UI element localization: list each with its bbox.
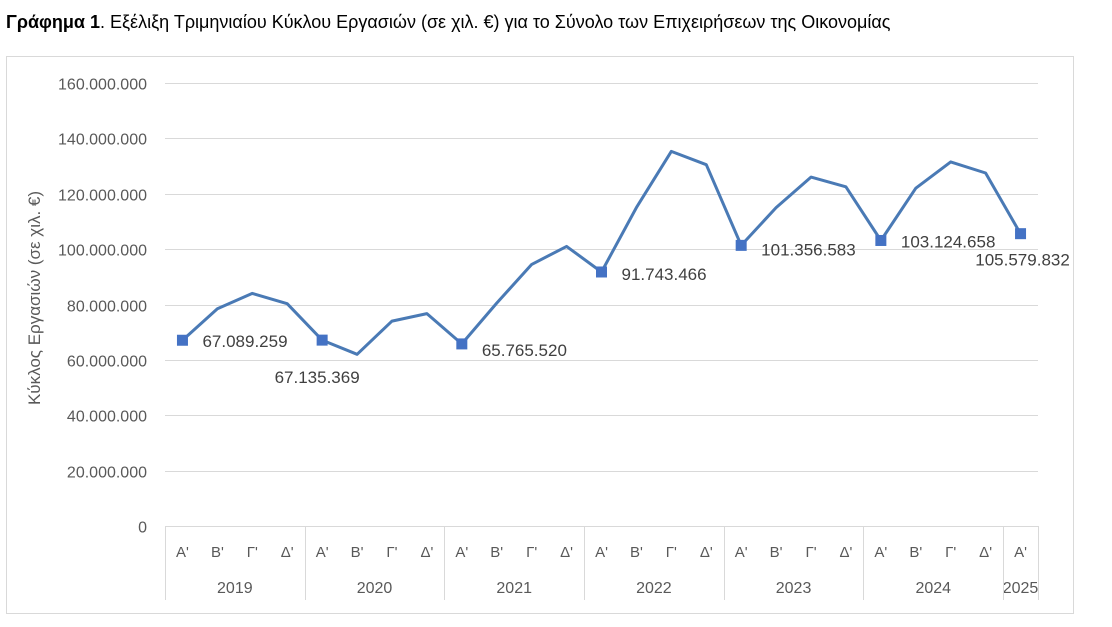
- y-tick-label: 60.000.000: [67, 354, 147, 371]
- y-tick-label: 80.000.000: [67, 299, 147, 316]
- data-label: 65.765.520: [482, 341, 567, 360]
- x-tick-label: Δ': [420, 544, 433, 561]
- x-tick-label: Α': [455, 544, 468, 561]
- data-label: 67.089.259: [202, 332, 287, 351]
- data-point-marker: [596, 266, 607, 278]
- x-axis: Α' Β' Γ' Δ' 2019 Α' Β' Γ' Δ' 2020 Α' Β' Γ' Δ' 2021 Α' Β'…: [165, 526, 1039, 600]
- x-tick-label: Α': [735, 544, 748, 561]
- x-tick-label: Γ': [386, 544, 397, 561]
- y-tick-label: 40.000.000: [67, 409, 147, 426]
- data-point-marker: [735, 239, 747, 251]
- data-label: 91.743.466: [622, 265, 707, 284]
- year-label: 2020: [357, 580, 393, 597]
- x-tick-label: Α': [874, 544, 887, 561]
- year-label: 2022: [636, 580, 672, 597]
- x-tick-label: Α': [316, 544, 329, 561]
- data-point-marker: [176, 334, 188, 346]
- series-line: [181, 149, 1022, 356]
- caption-text: . Εξέλιξη Τριμηνιαίου Κύκλου Εργασιών (σ…: [99, 12, 891, 32]
- y-axis: 0 20.000.000 40.000.000 60.000.000 80.000.00…: [58, 77, 147, 537]
- year-label: 2021: [496, 580, 532, 597]
- x-tick-label: Β': [211, 544, 224, 561]
- x-tick-label: Α': [595, 544, 608, 561]
- year-label: 2019: [217, 580, 253, 597]
- chart-caption: Γράφημα 1. Εξέλιξη Τριμηνιαίου Κύκλου Ερ…: [6, 12, 890, 33]
- y-axis-title: Κύκλος Εργασιών (σε χιλ. €): [25, 191, 44, 405]
- caption-number: Γράφημα 1: [6, 12, 100, 32]
- x-tick-label: Γ': [945, 544, 956, 561]
- x-tick-label: Α': [176, 544, 189, 561]
- y-tick-label: 20.000.000: [67, 465, 147, 482]
- series-turnover: [176, 149, 1027, 356]
- year-label: 2023: [776, 580, 812, 597]
- data-labels: 67.089.259 67.135.369 65.765.520 91.743.466…: [202, 232, 1069, 387]
- year-label: 2024: [915, 580, 951, 597]
- x-tick-label: Β': [909, 544, 922, 561]
- x-tick-label: Β': [770, 544, 783, 561]
- x-tick-label: Δ': [560, 544, 573, 561]
- x-tick-label: Δ': [700, 544, 713, 561]
- data-point-marker: [875, 234, 887, 246]
- data-point-marker: [1015, 228, 1027, 240]
- y-tick-label: 120.000.000: [58, 188, 147, 205]
- gridlines: [165, 83, 1038, 527]
- y-tick-label: 100.000.000: [58, 243, 147, 260]
- x-tick-label: Δ': [979, 544, 992, 561]
- data-label: 105.579.832: [975, 251, 1070, 270]
- x-tick-label: Γ': [247, 544, 258, 561]
- x-tick-label: Γ': [805, 544, 816, 561]
- data-point-marker: [456, 338, 468, 350]
- data-label: 103.124.658: [901, 232, 996, 251]
- x-tick-label: Β': [490, 544, 503, 561]
- x-tick-label: Δ': [281, 544, 294, 561]
- x-tick-label: Β': [351, 544, 364, 561]
- x-tick-label: Δ': [839, 544, 852, 561]
- x-tick-label: Α': [1014, 544, 1027, 561]
- year-label: 2025: [1003, 580, 1039, 597]
- x-tick-label: Γ': [526, 544, 537, 561]
- x-tick-label: Β': [630, 544, 643, 561]
- chart-frame: [6, 56, 1074, 614]
- y-tick-label: 160.000.000: [58, 77, 147, 94]
- data-point-marker: [316, 334, 328, 346]
- y-tick-label: 0: [138, 520, 147, 537]
- x-tick-label: Γ': [666, 544, 677, 561]
- y-tick-label: 140.000.000: [58, 132, 147, 149]
- data-label: 101.356.583: [761, 240, 856, 259]
- data-label: 67.135.369: [275, 368, 360, 387]
